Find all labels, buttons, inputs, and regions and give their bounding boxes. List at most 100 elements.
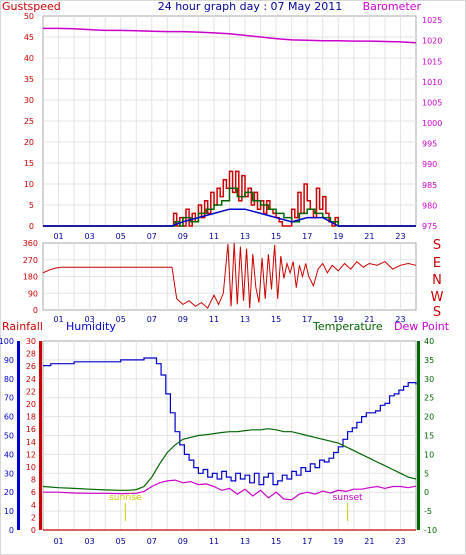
x-tick-label-15: 15 [271, 232, 281, 241]
sun-markers: sunrise sunset [109, 493, 363, 521]
rainfall-tick-6: 6 [31, 488, 36, 497]
temperature-axis-bar [417, 341, 420, 530]
gust-tick-40: 40 [24, 54, 34, 63]
temperature-axis: -10 -5 0 5 10 15 20 25 30 35 40 [417, 337, 437, 535]
average-line [43, 208, 416, 227]
temperature-tick-35: 35 [424, 356, 434, 365]
x-tick-label-19: 19 [333, 537, 343, 546]
humidity-tick-70: 70 [4, 394, 14, 403]
x-tick-label-05: 05 [116, 232, 126, 241]
compass-s-bottom: S [433, 305, 441, 320]
humidity-tick-90: 90 [4, 356, 14, 365]
gust-tick-35: 35 [24, 75, 34, 84]
x-tick-label-07: 07 [147, 537, 157, 546]
wind-direction-panel: 0 90 180 270 360 01 03 05 07 09 11 13 15 17 19 21 23 S … [23, 238, 444, 324]
x-tick-label-11: 11 [209, 537, 219, 546]
temperature-tick-10: 10 [424, 450, 434, 459]
x-tick-label-21: 21 [364, 537, 374, 546]
x-tick-label-15: 15 [271, 315, 281, 324]
rainfall-tick-24: 24 [26, 375, 36, 384]
rainfall-axis-bar [39, 341, 42, 530]
temperature-tick-0: 0 [424, 488, 429, 497]
rainfall-tick-8: 8 [31, 476, 36, 485]
temperature-label: Temperature [312, 320, 383, 333]
gust-tick-30: 30 [24, 96, 34, 105]
baro-tick-985: 985 [422, 181, 437, 190]
direction-tick-270: 270 [23, 256, 38, 265]
temperature-tick-15: 15 [424, 432, 434, 441]
compass-n: N [432, 273, 442, 288]
temperature-tick-20: 20 [424, 413, 434, 422]
gust-tick-0: 0 [29, 222, 34, 231]
humidity-tick-40: 40 [4, 450, 14, 459]
baro-tick-1020: 1020 [422, 37, 442, 46]
humidity-label: Humidity [66, 320, 116, 333]
gust-tick-5: 5 [29, 201, 34, 210]
x-tick-label-01: 01 [53, 537, 63, 546]
humidity-tick-30: 30 [4, 469, 14, 478]
x-tick-label-23: 23 [395, 232, 405, 241]
x-tick-label-01: 01 [53, 232, 63, 241]
humidity-tick-100: 100 [0, 337, 14, 346]
rainfall-tick-26: 26 [26, 362, 36, 371]
baro-tick-975: 975 [422, 222, 437, 231]
x-tick-label-03: 03 [85, 537, 95, 546]
direction-tick-90: 90 [28, 289, 38, 298]
humidity-tick-60: 60 [4, 413, 14, 422]
gustspeed-label: Gustspeed [2, 0, 61, 13]
x-tick-label-19: 19 [333, 232, 343, 241]
rainfall-tick-20: 20 [26, 400, 36, 409]
direction-line [42, 242, 417, 309]
rainfall-label: Rainfall [2, 320, 43, 333]
x-tick-label-23: 23 [395, 537, 405, 546]
x-tick-label-01: 01 [53, 315, 63, 324]
gust-axis: 0 5 10 15 20 25 30 35 40 45 50 [24, 12, 34, 231]
x-tick-label-07: 07 [147, 315, 157, 324]
baro-tick-990: 990 [422, 160, 437, 169]
gust-tick-25: 25 [24, 117, 34, 126]
x-tick-label-17: 17 [302, 232, 312, 241]
gust-tick-50: 50 [24, 12, 34, 21]
compass-labels: S E N W S [431, 238, 444, 320]
barometer-line [43, 27, 417, 44]
panel2-x-axis: 01 03 05 07 09 11 13 15 17 19 21 23 [53, 315, 405, 324]
temperature-tick--5: -5 [424, 507, 432, 516]
rainfall-tick-28: 28 [26, 350, 36, 359]
x-tick-label-21: 21 [364, 315, 374, 324]
dewpoint-label: Dew Point [394, 320, 450, 333]
rainfall-tick-14: 14 [26, 438, 36, 447]
rainfall-tick-12: 12 [26, 450, 36, 459]
humidity-tick-20: 20 [4, 488, 14, 497]
x-tick-label-13: 13 [240, 537, 250, 546]
rainfall-tick-0: 0 [31, 526, 36, 535]
baro-tick-1000: 1000 [422, 119, 442, 128]
x-tick-label-09: 09 [178, 315, 188, 324]
direction-tick-0: 0 [33, 306, 38, 315]
humidity-tick-50: 50 [4, 432, 14, 441]
rainfall-tick-4: 4 [31, 501, 36, 510]
humidity-tick-10: 10 [4, 507, 14, 516]
graph-title: 24 hour graph day : 07 May 2011 [158, 0, 343, 13]
rainfall-tick-30: 30 [26, 337, 36, 346]
baro-tick-980: 980 [422, 201, 437, 210]
humidity-axis-bar [17, 341, 20, 530]
rainfall-tick-2: 2 [31, 513, 36, 522]
temperature-tick-25: 25 [424, 394, 434, 403]
rainfall-tick-18: 18 [26, 413, 36, 422]
x-tick-label-09: 09 [178, 232, 188, 241]
panel1-x-axis: 01 03 05 07 09 11 13 15 17 19 21 23 [53, 232, 405, 241]
x-tick-label-05: 05 [116, 537, 126, 546]
baro-tick-1015: 1015 [422, 57, 442, 66]
rainfall-tick-16: 16 [26, 425, 36, 434]
x-tick-label-13: 13 [240, 315, 250, 324]
barometer-axis: 975 980 985 990 995 1000 1005 1010 1015 1020 1025 [422, 16, 442, 231]
x-tick-label-15: 15 [271, 537, 281, 546]
x-tick-label-13: 13 [240, 232, 250, 241]
x-tick-label-17: 17 [302, 315, 312, 324]
direction-tick-180: 180 [23, 273, 38, 282]
humidity-axis: 0 10 20 30 40 50 60 70 80 90 100 [0, 337, 20, 535]
gust-tick-15: 15 [24, 159, 34, 168]
